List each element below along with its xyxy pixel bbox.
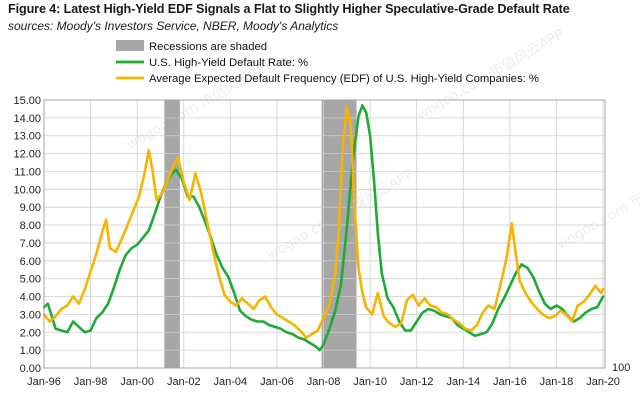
recession-band	[164, 100, 180, 368]
y-tick-label: 13.00	[13, 131, 41, 143]
x-tick-label: Jan-10	[353, 376, 387, 388]
chart-subtitle: sources: Moody's Investors Service, NBER…	[8, 19, 339, 33]
plot-border	[43, 99, 606, 369]
legend-label: U.S. High-Yield Default Rate: %	[149, 57, 308, 69]
y-tick-label: 7.00	[20, 238, 41, 250]
y-tick-label: 8.00	[20, 220, 41, 232]
y-tick-label: 3.00	[20, 309, 41, 321]
legend-label: Recessions are shaded	[149, 41, 267, 53]
x-tick-label: Jan-14	[446, 376, 480, 388]
y-tick-label: 2.00	[20, 327, 41, 339]
x-tick-label: Jan-96	[27, 376, 61, 388]
series-line	[42, 105, 605, 339]
x-tick-label: Jan-02	[167, 376, 201, 388]
y-tick-label: 1.00	[20, 345, 41, 357]
y-tick-label: 5.00	[20, 274, 41, 286]
y-tick-label: 0.00	[20, 363, 41, 375]
y-tick-label: 4.00	[20, 292, 41, 304]
series-lines	[42, 104, 605, 352]
legend-swatch	[116, 40, 144, 51]
x-tick-label: Jan-18	[540, 376, 574, 388]
watermark-text: wogoo.com 市值风云APP	[124, 55, 277, 153]
legend-label: Average Expected Default Frequency (EDF)…	[149, 73, 539, 85]
x-tick-label: Jan-06	[260, 376, 294, 388]
x-tick-label: Jan-04	[214, 376, 248, 388]
y-tick-label: 10.00	[13, 184, 41, 196]
series-line	[42, 104, 605, 352]
axis-extra-label: 100	[612, 362, 630, 374]
watermark-text: wogoo.com 市值风云APP	[554, 155, 640, 253]
x-tick-label: Jan-08	[307, 376, 341, 388]
y-tick-label: 9.00	[20, 202, 41, 214]
x-tick-label: Jan-20	[586, 376, 620, 388]
chart-title: Figure 4: Latest High-Yield EDF Signals …	[8, 2, 570, 16]
axes: 0.00 1.00 2.00 3.00 4.00 5.00 6.00 7.00 8.00 9.00…	[13, 95, 630, 388]
recession-shading	[164, 100, 357, 368]
y-tick-label: 12.00	[13, 149, 41, 161]
x-tick-label: Jan-00	[120, 376, 154, 388]
x-tick-label: Jan-12	[400, 376, 434, 388]
y-tick-label: 6.00	[20, 256, 41, 268]
y-tick-label: 14.00	[13, 113, 41, 125]
x-tick-label: Jan-16	[493, 376, 527, 388]
legend: Recessions are shaded U.S. High-Yield Def…	[116, 40, 539, 85]
y-tick-label: 15.00	[13, 95, 41, 107]
x-tick-label: Jan-98	[74, 376, 108, 388]
y-tick-label: 11.00	[14, 166, 41, 178]
